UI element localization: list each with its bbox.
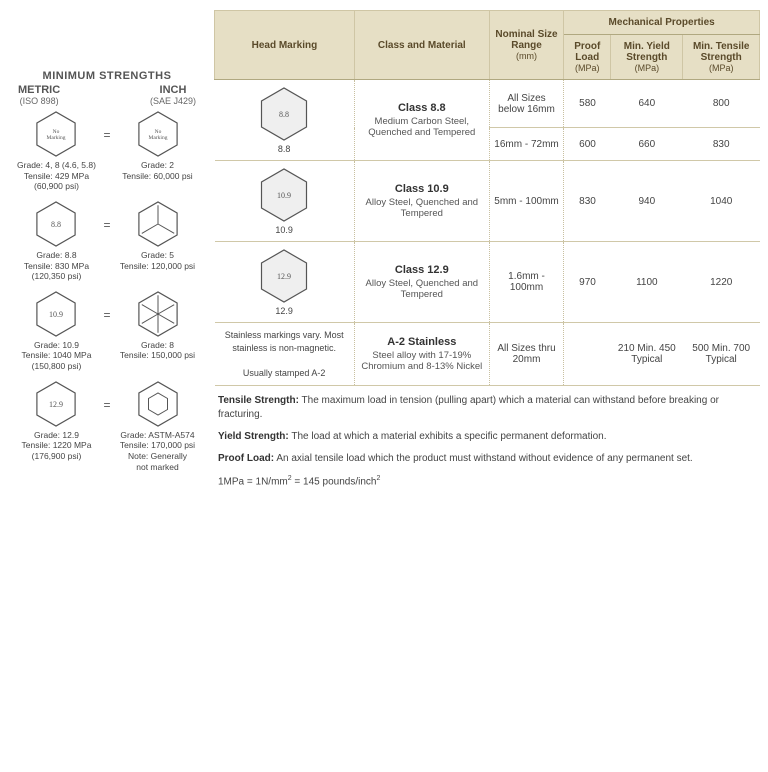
metric-cell: 8.8 Grade: 8.8Tensile: 830 MPa(120,350 ps…	[15, 200, 97, 282]
metric-cell: NoMarkingGrade: 4, 8 (4.6, 5.8)Tensile: …	[15, 110, 97, 192]
hexagon-icon: NoMarking	[32, 110, 80, 158]
metric-cell: 12.9 Grade: 12.9Tensile: 1220 MPa(176,900…	[15, 380, 97, 462]
def-yield: Yield Strength: The load at which a mate…	[218, 430, 756, 444]
hexagon-icon: 12.9	[32, 380, 80, 428]
cell-size-range: 5mm - 100mm	[489, 161, 563, 242]
cell-proof: 600	[564, 128, 611, 161]
equals-sign: =	[103, 290, 110, 322]
def-proof: Proof Load: An axial tensile load which …	[218, 452, 756, 466]
cell-tensile: 830	[683, 128, 760, 161]
left-column-headers: METRIC (ISO 898) INCH (SAE J429)	[8, 84, 206, 106]
table-row: 10.910.9Class 10.9Alloy Steel, Quenched …	[215, 161, 760, 242]
inch-cell: Grade: 8Tensile: 150,000 psi	[117, 290, 199, 361]
def-conversion: 1MPa = 1N/mm2 = 145 pounds/inch2	[218, 474, 756, 489]
table-row: Stainless markings vary. Most stainless …	[215, 323, 760, 386]
page-wrapper: MINIMUM STRENGTHS METRIC (ISO 898) INCH …	[0, 0, 768, 512]
hexagon-icon: 12.9	[256, 248, 312, 304]
cell-head-marking: 8.88.8	[215, 80, 355, 161]
cell-size-range: All Sizes below 16mm	[489, 80, 563, 128]
hexagon-icon: 10.9	[32, 290, 80, 338]
cell-size-range: All Sizes thru 20mm	[489, 323, 563, 386]
svg-text:Marking: Marking	[47, 135, 66, 141]
equals-sign: =	[103, 110, 110, 142]
inch-cell: NoMarkingGrade: 2Tensile: 60,000 psi	[117, 110, 199, 181]
th-nominal: Nominal Size Range(mm)	[489, 11, 563, 80]
th-mech-group: Mechanical Properties	[564, 11, 760, 35]
th-tensile: Min. Tensile Strength(MPa)	[683, 35, 760, 80]
svg-text:10.9: 10.9	[277, 191, 291, 200]
metric-label: Grade: 12.9Tensile: 1220 MPa(176,900 psi…	[15, 430, 97, 462]
hexagon-icon	[134, 200, 182, 248]
cell-proof: 580	[564, 80, 611, 128]
hexagon-icon	[134, 380, 182, 428]
strength-pair-row: 8.8 Grade: 8.8Tensile: 830 MPa(120,350 ps…	[8, 200, 206, 282]
strength-pair-row: 12.9 Grade: 12.9Tensile: 1220 MPa(176,900…	[8, 380, 206, 473]
cell-yield: 660	[611, 128, 683, 161]
inch-label: Grade: 5Tensile: 120,000 psi	[117, 250, 199, 271]
definitions: Tensile Strength: The maximum load in te…	[214, 386, 760, 501]
metric-cell: 10.9 Grade: 10.9Tensile: 1040 MPa(150,800…	[15, 290, 97, 372]
strength-pair-row: 10.9 Grade: 10.9Tensile: 1040 MPa(150,800…	[8, 290, 206, 372]
cell-head-marking: 12.912.9	[215, 242, 355, 323]
cell-yield: 640	[611, 80, 683, 128]
cell-class-material: Class 8.8Medium Carbon Steel, Quenched a…	[354, 80, 489, 161]
hexagon-icon: NoMarking	[134, 110, 182, 158]
cell-class-material: Class 12.9Alloy Steel, Quenched and Temp…	[354, 242, 489, 323]
hexagon-icon: 8.8	[256, 86, 312, 142]
th-proof: Proof Load(MPa)	[564, 35, 611, 80]
col-header-metric: METRIC (ISO 898)	[18, 84, 60, 106]
th-head-marking: Head Marking	[215, 11, 355, 80]
cell-tensile: 800	[683, 80, 760, 128]
metric-label: Grade: 8.8Tensile: 830 MPa(120,350 psi)	[15, 250, 97, 282]
cell-tensile: 1220	[683, 242, 760, 323]
equals-sign: =	[103, 200, 110, 232]
table-row: 8.88.8Class 8.8Medium Carbon Steel, Quen…	[215, 80, 760, 128]
cell-yield: 1100	[611, 242, 683, 323]
th-class-material: Class and Material	[354, 11, 489, 80]
hexagon-icon: 10.9	[256, 167, 312, 223]
inch-cell: Grade: 5Tensile: 120,000 psi	[117, 200, 199, 271]
metric-label: Grade: 4, 8 (4.6, 5.8)Tensile: 429 MPa(6…	[15, 160, 97, 192]
svg-text:12.9: 12.9	[277, 272, 291, 281]
right-panel: Head Marking Class and Material Nominal …	[214, 10, 760, 502]
inch-label: Grade: 8Tensile: 150,000 psi	[117, 340, 199, 361]
left-panel: MINIMUM STRENGTHS METRIC (ISO 898) INCH …	[8, 10, 206, 502]
cell-head-marking: Stainless markings vary. Most stainless …	[215, 323, 355, 386]
svg-text:12.9: 12.9	[49, 399, 63, 408]
svg-text:8.8: 8.8	[51, 220, 61, 229]
table-row: 12.912.9Class 12.9Alloy Steel, Quenched …	[215, 242, 760, 323]
cell-proof: 830	[564, 161, 611, 242]
th-yield: Min. Yield Strength(MPa)	[611, 35, 683, 80]
properties-table: Head Marking Class and Material Nominal …	[214, 10, 760, 386]
cell-head-marking: 10.910.9	[215, 161, 355, 242]
cell-tensile: 500 Min. 700 Typical	[683, 323, 760, 386]
svg-text:Marking: Marking	[148, 135, 167, 141]
strength-pair-row: NoMarkingGrade: 4, 8 (4.6, 5.8)Tensile: …	[8, 110, 206, 192]
inch-label: Grade: 2Tensile: 60,000 psi	[117, 160, 199, 181]
cell-yield: 940	[611, 161, 683, 242]
equals-sign: =	[103, 380, 110, 412]
cell-class-material: A-2 StainlessSteel alloy with 17-19% Chr…	[354, 323, 489, 386]
cell-class-material: Class 10.9Alloy Steel, Quenched and Temp…	[354, 161, 489, 242]
cell-proof	[564, 323, 611, 386]
def-tensile: Tensile Strength: The maximum load in te…	[218, 394, 756, 422]
hexagon-icon	[134, 290, 182, 338]
cell-yield: 210 Min. 450 Typical	[611, 323, 683, 386]
inch-cell: Grade: ASTM-A574Tensile: 170,000 psiNote…	[117, 380, 199, 473]
cell-tensile: 1040	[683, 161, 760, 242]
cell-size-range: 1.6mm - 100mm	[489, 242, 563, 323]
cell-size-range: 16mm - 72mm	[489, 128, 563, 161]
metric-label: Grade: 10.9Tensile: 1040 MPa(150,800 psi…	[15, 340, 97, 372]
svg-text:8.8: 8.8	[279, 110, 289, 119]
col-header-inch: INCH (SAE J429)	[150, 84, 196, 106]
cell-proof: 970	[564, 242, 611, 323]
inch-label: Grade: ASTM-A574Tensile: 170,000 psiNote…	[117, 430, 199, 473]
left-title: MINIMUM STRENGTHS	[8, 70, 206, 82]
svg-text:10.9: 10.9	[49, 310, 63, 319]
hexagon-icon: 8.8	[32, 200, 80, 248]
